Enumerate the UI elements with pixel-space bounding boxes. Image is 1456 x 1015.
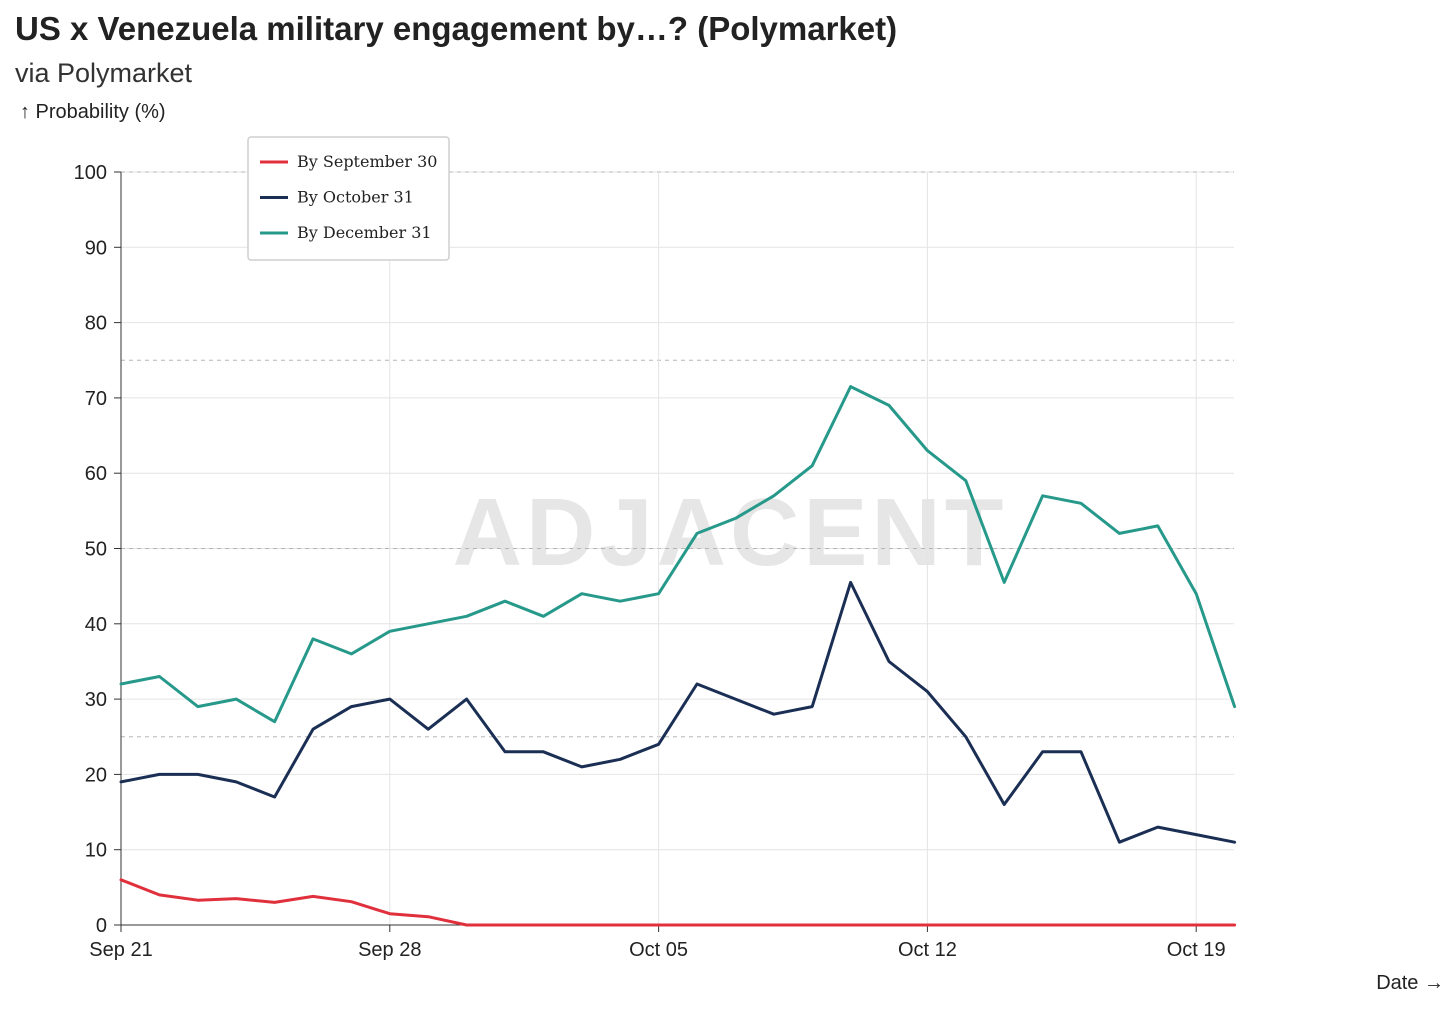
x-tick-label: Oct 05 [629, 939, 688, 961]
legend-label[interactable]: By December 31 [297, 223, 432, 242]
chart-title: US x Venezuela military engagement by…? … [15, 10, 898, 47]
series-line-by-october-31[interactable] [119, 580, 1237, 844]
x-tick-label: Sep 28 [358, 939, 421, 961]
legend-label[interactable]: By October 31 [297, 188, 414, 207]
y-tick-label: 10 [85, 840, 107, 862]
y-tick-label: 50 [85, 539, 107, 561]
legend-label[interactable]: By September 30 [297, 152, 437, 171]
x-tick-label: Sep 21 [89, 939, 152, 961]
series-line-by-september-30[interactable] [119, 878, 1237, 927]
series-lines [119, 385, 1237, 927]
y-tick-label: 20 [85, 764, 107, 786]
y-axis-label: ↑ Probability (%) [20, 101, 166, 123]
y-tick-label: 40 [85, 614, 107, 636]
y-tick-label: 100 [74, 162, 107, 184]
y-tick-label: 80 [85, 313, 107, 335]
x-tick-label: Oct 12 [898, 939, 957, 961]
watermark: ADJACENT [453, 479, 1008, 586]
grid-lines [121, 171, 1234, 925]
y-tick-label: 0 [96, 915, 107, 937]
legend[interactable]: By September 30 By October 31 By December … [247, 136, 450, 261]
chart-subtitle: via Polymarket [15, 58, 193, 88]
y-tick-label: 30 [85, 689, 107, 711]
legend-box [247, 136, 450, 261]
y-tick-label: 90 [85, 237, 107, 259]
x-tick-label: Oct 19 [1167, 939, 1226, 961]
y-tick-label: 60 [85, 463, 107, 485]
x-axis-label: Date → [1376, 972, 1444, 994]
series-line-by-december-31[interactable] [119, 385, 1237, 724]
y-tick-label: 70 [85, 388, 107, 410]
